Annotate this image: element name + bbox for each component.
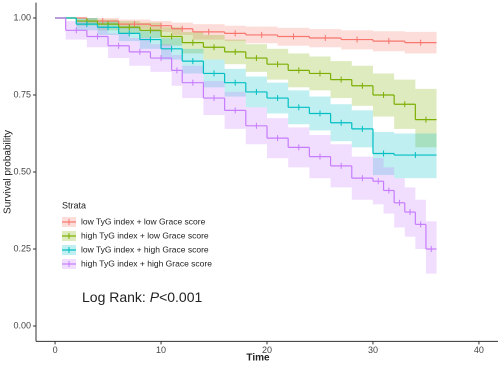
y-tick-label: 0.00 <box>13 320 31 330</box>
y-tick-label: 1.00 <box>13 12 31 22</box>
legend-label: high TyG index + low Grace score <box>81 230 209 240</box>
y-axis-label: Survival probability <box>3 130 14 214</box>
annotation-text: <0.001 <box>159 289 202 305</box>
annotation-text: Log Rank: <box>82 289 150 305</box>
legend-title: Strata <box>62 200 86 210</box>
y-tick-label: 0.50 <box>13 166 31 176</box>
x-tick-label: 0 <box>53 345 58 355</box>
x-tick-label: 30 <box>368 345 378 355</box>
legend-label: low TyG index + high Grace score <box>81 244 209 254</box>
annotation-text: P <box>150 289 160 305</box>
y-tick-label: 0.25 <box>13 243 31 253</box>
x-tick-label: 40 <box>474 345 484 355</box>
x-tick-label: 10 <box>156 345 166 355</box>
y-tick-label: 0.75 <box>13 89 31 99</box>
x-axis-label: Time <box>246 353 270 364</box>
lines <box>55 17 437 252</box>
legend-label: high TyG index + high Grace score <box>81 258 212 268</box>
legend-label: low TyG index + low Grace score <box>81 216 206 226</box>
annotation: Log Rank: P<0.001 <box>82 289 202 305</box>
x-tick-label: 20 <box>262 345 272 355</box>
